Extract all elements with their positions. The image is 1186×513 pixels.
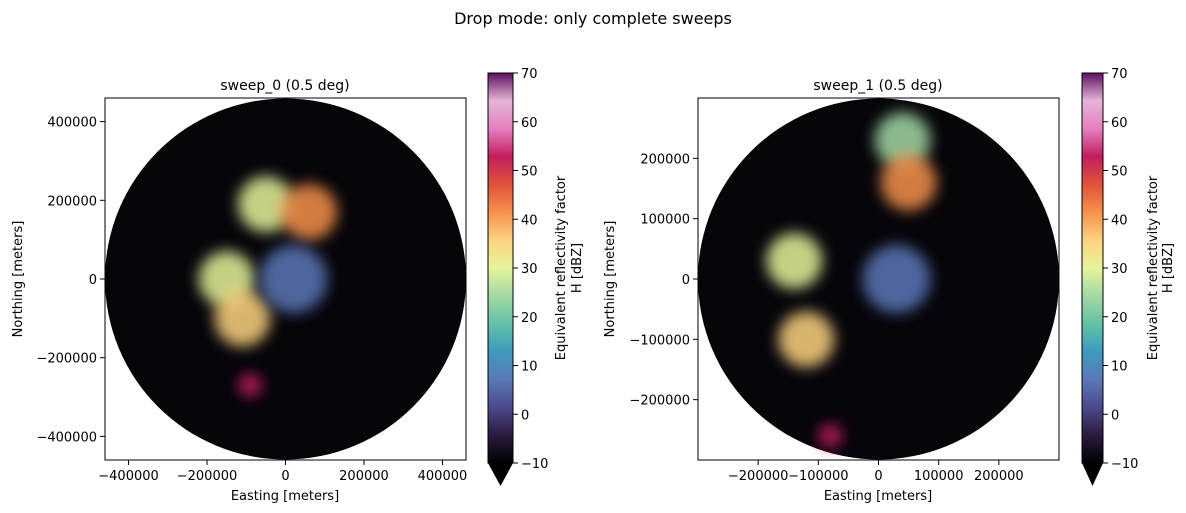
x-tick-label-1-1: −100000 [788,469,849,484]
x-ticks-1: −200000 −100000 0 100000 200000 [728,460,1024,484]
x-tick-label-0-1: −200000 [177,469,238,484]
echo-blob-1-1 [778,311,835,368]
x-tick-label-0-0: −400000 [98,469,159,484]
echo-blob-0-2 [238,373,263,398]
y-tick-label-1-4: −200000 [629,394,690,409]
colorbar-tick-label-1-8: −10 [1111,457,1138,472]
colorbar-tick-label-0-2: 50 [521,165,538,180]
y-ticks-1: 200000 100000 0 −100000 −200000 [629,152,698,409]
colorbar-strip-0 [487,72,514,464]
colorbar-0: 70 60 50 40 30 20 10 0 −10 Equivalent reflectivi… [487,67,585,486]
colorbar-tick-label-0-6: 10 [521,360,538,375]
panel-title-0: sweep_0 (0.5 deg) [220,78,349,94]
echo-layer-1 [766,112,937,448]
echo-blob-0-5 [259,245,328,313]
colorbar-strip-1 [1081,72,1104,464]
echo-blob-0-1 [214,290,271,347]
x-tick-label-1-0: −200000 [728,469,789,484]
y-axis-label-0: Northing [meters] [11,221,26,338]
panel-sweep-0: sweep_0 (0.5 deg) −400000 −200000 0 200000 4… [11,78,467,504]
x-tick-label-0-4: 400000 [418,469,468,484]
x-tick-label-1-2: 0 [874,469,882,484]
colorbar-tick-label-0-1: 60 [521,116,538,131]
x-axis-label-1: Easting [meters] [824,489,932,504]
figure-suptitle: Drop mode: only complete sweeps [454,9,732,28]
colorbar-ticks-1: 70 60 50 40 30 20 10 0 −10 [1103,67,1138,472]
colorbar-tick-label-1-0: 70 [1111,67,1128,82]
colorbar-extend-arrow-1 [1082,463,1103,486]
x-tick-label-1-4: 200000 [974,469,1024,484]
colorbar-tick-label-1-1: 60 [1111,116,1128,131]
echo-blob-1-4 [880,154,937,211]
colorbar-tick-label-0-3: 40 [521,213,538,228]
colorbar-label-0-line2: H [dBZ] [570,243,585,293]
colorbar-label-0-line1: Equivalent reflectivity factor [554,175,569,360]
y-tick-label-1-0: 200000 [640,152,690,167]
y-tick-label-0-1: 200000 [47,194,97,209]
y-tick-label-0-2: 0 [89,273,97,288]
colorbar-tick-label-0-7: 0 [521,408,529,423]
y-tick-label-1-1: 100000 [640,213,690,228]
x-tick-label-0-3: 200000 [339,469,389,484]
y-tick-label-1-3: −100000 [629,333,690,348]
colorbar-label-1-line2: H [dBZ] [1161,243,1176,293]
echo-blob-1-3 [874,112,931,169]
colorbar-tick-label-0-5: 20 [521,311,538,326]
echo-blob-1-5 [862,245,931,313]
colorbar-tick-label-0-0: 70 [521,67,538,82]
y-axis-label-1: Northing [meters] [603,221,618,338]
y-tick-label-1-2: 0 [682,273,690,288]
colorbar-ticks-0: 70 60 50 40 30 20 10 0 −10 [513,67,548,472]
colorbar-tick-label-0-4: 30 [521,262,538,277]
echo-blob-1-0 [766,232,823,289]
y-tick-label-0-3: −200000 [36,352,97,367]
echo-layer-0 [198,176,338,398]
colorbar-tick-label-1-4: 30 [1111,262,1128,277]
colorbar-tick-label-1-7: 0 [1111,408,1119,423]
colorbar-tick-label-0-8: −10 [521,457,548,472]
x-tick-label-0-2: 0 [281,469,289,484]
colorbar-tick-label-1-6: 10 [1111,360,1128,375]
x-tick-label-1-3: 100000 [914,469,964,484]
echo-blob-0-4 [281,184,338,241]
echo-blob-1-2 [818,423,843,448]
x-axis-label-0: Easting [meters] [231,489,339,504]
x-ticks-0: −400000 −200000 0 200000 400000 [98,460,467,484]
colorbar-extend-arrow-0 [488,463,513,486]
echo-blob-0-3 [237,176,294,233]
colorbar-tick-label-1-5: 20 [1111,311,1128,326]
panel-title-1: sweep_1 (0.5 deg) [813,78,942,94]
panel-sweep-1: sweep_1 (0.5 deg) −200000 −100000 0 100000 2… [603,78,1060,504]
colorbar-1: 70 60 50 40 30 20 10 0 −10 Equivalent reflectivi… [1081,67,1176,486]
y-tick-label-0-4: −400000 [36,430,97,445]
y-ticks-0: 400000 200000 0 −200000 −400000 [36,116,105,445]
colorbar-tick-label-1-3: 40 [1111,213,1128,228]
colorbar-tick-label-1-2: 50 [1111,165,1128,180]
y-tick-label-0-0: 400000 [47,116,97,131]
colorbar-label-1-line1: Equivalent reflectivity factor [1146,175,1161,360]
